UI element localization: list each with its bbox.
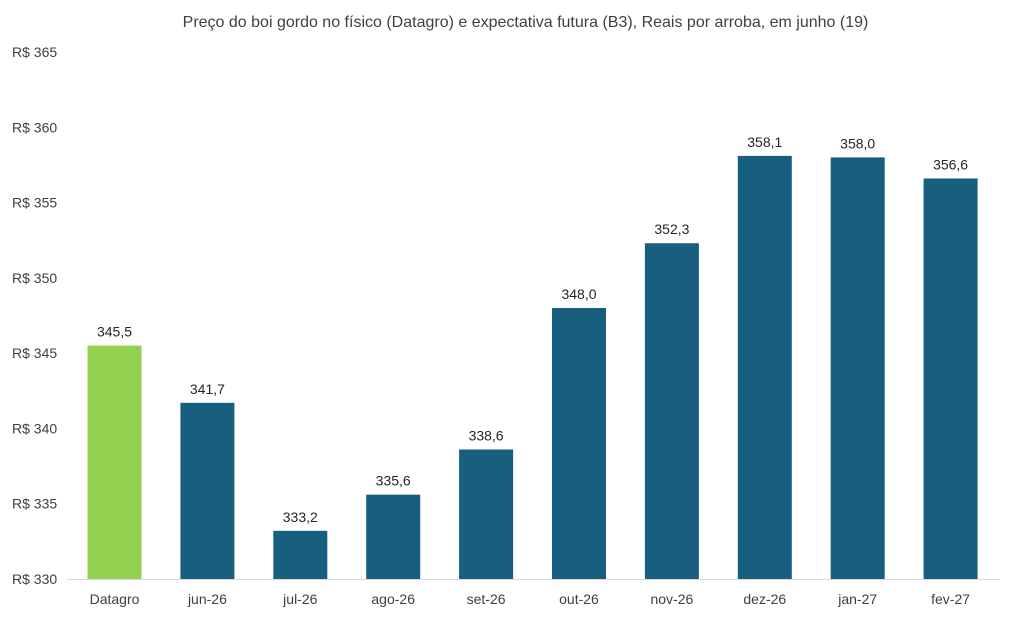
data-label: 341,7 — [190, 381, 225, 397]
x-tick-label: out-26 — [559, 591, 599, 607]
y-tick-label: R$ 345 — [12, 345, 57, 361]
data-label: 338,6 — [469, 428, 504, 444]
y-tick-label: R$ 355 — [12, 195, 57, 211]
x-tick-label: fev-27 — [931, 591, 970, 607]
data-label: 345,5 — [97, 324, 132, 340]
x-tick-label: dez-26 — [743, 591, 786, 607]
bar — [552, 307, 606, 579]
data-label: 358,1 — [747, 134, 782, 150]
chart-title: Preço do boi gordo no físico (Datagro) e… — [182, 14, 869, 31]
y-tick-label: R$ 365 — [12, 44, 57, 60]
x-tick-label: jul-26 — [282, 591, 317, 607]
bar — [459, 449, 514, 579]
x-tick-label: nov-26 — [650, 591, 693, 607]
data-label: 352,3 — [654, 221, 689, 237]
y-tick-label: R$ 330 — [12, 571, 57, 587]
bar — [923, 178, 978, 580]
bar — [644, 243, 699, 579]
data-label: 335,6 — [376, 473, 411, 489]
x-tick-label: ago-26 — [371, 591, 415, 607]
x-tick-label: jun-26 — [187, 591, 227, 607]
bar — [273, 530, 328, 579]
y-tick-label: R$ 335 — [12, 496, 57, 512]
bar — [87, 345, 142, 579]
bar — [737, 155, 792, 579]
bar — [366, 494, 421, 579]
bar — [180, 402, 235, 579]
x-tick-label: Datagro — [90, 591, 140, 607]
y-tick-label: R$ 340 — [12, 420, 57, 436]
data-label: 358,0 — [840, 135, 875, 151]
y-tick-label: R$ 350 — [12, 270, 57, 286]
x-tick-label: set-26 — [467, 591, 506, 607]
data-label: 356,6 — [933, 156, 968, 172]
data-label: 348,0 — [561, 286, 596, 302]
data-label: 333,2 — [283, 509, 318, 525]
bar — [830, 157, 885, 579]
x-tick-label: jan-27 — [837, 591, 877, 607]
y-tick-label: R$ 360 — [12, 119, 57, 135]
